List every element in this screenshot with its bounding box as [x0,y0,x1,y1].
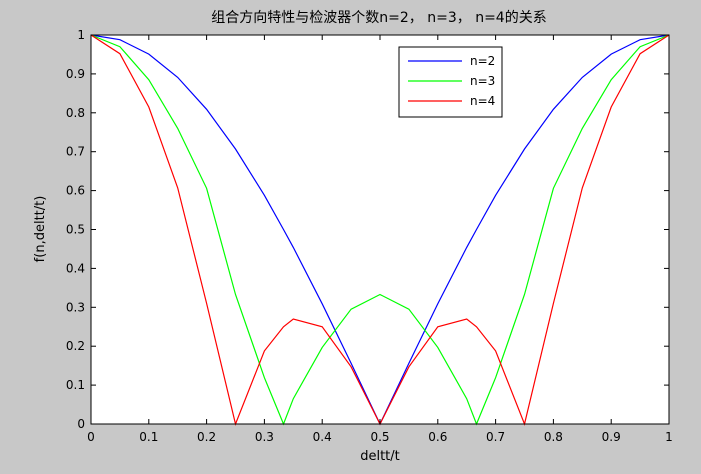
series-line-n=3 [90,34,670,426]
plot-area: 0 0.1 0.2 0.3 0.4 0.5 0.6 0.7 0.8 0.9 1 0 0.1 0.2 0.3… [66,28,673,444]
y-tick-label: 1 [77,28,85,42]
chart-title: 组合方向特性与检波器个数n=2， n=3， n=4的关系 [211,10,546,26]
y-tick-label: 0.2 [66,339,85,353]
y-axis-label: f(n,deltt/t) [33,196,48,263]
y-tick-label: 0 [77,417,85,431]
y-tick-label: 0.3 [66,300,85,314]
x-tick-label: 1 [665,430,673,444]
legend-label-n=3: n=3 [470,74,495,88]
legend-label-n=2: n=2 [470,54,495,68]
y-tick-label: 0.1 [66,378,85,392]
legend-label-n=4: n=4 [470,94,495,108]
y-tick-label: 0.8 [66,106,85,120]
x-tick-label: 0.1 [139,430,158,444]
x-tick-label: 0.5 [370,430,389,444]
x-tick-label: 0.9 [602,430,621,444]
y-tick-label: 0.6 [66,184,85,198]
y-tick-label: 0.9 [66,67,85,81]
y-tick-label: 0.5 [66,223,85,237]
y-tick-label: 0.4 [66,261,85,275]
x-tick-label: 0.3 [255,430,274,444]
plot-background [91,35,669,424]
x-axis-label: deltt/t [360,449,400,464]
x-tick-label: 0.7 [486,430,505,444]
legend: n=2 n=3 n=4 [398,46,503,118]
x-axis-ticks: 0 0.1 0.2 0.3 0.4 0.5 0.6 0.7 0.8 0.9 1 [87,35,673,444]
x-tick-label: 0.2 [197,430,216,444]
y-tick-label: 0.7 [66,145,85,159]
x-tick-label: 0.6 [428,430,447,444]
x-tick-label: 0 [87,430,95,444]
x-tick-label: 0.8 [544,430,563,444]
legend-items: n=2 n=3 n=4 [408,54,495,108]
y-axis-ticks: 0 0.1 0.2 0.3 0.4 0.5 0.6 0.7 0.8 0.9 1 [66,28,669,431]
legend-box [398,46,503,118]
x-tick-label: 0.4 [313,430,332,444]
